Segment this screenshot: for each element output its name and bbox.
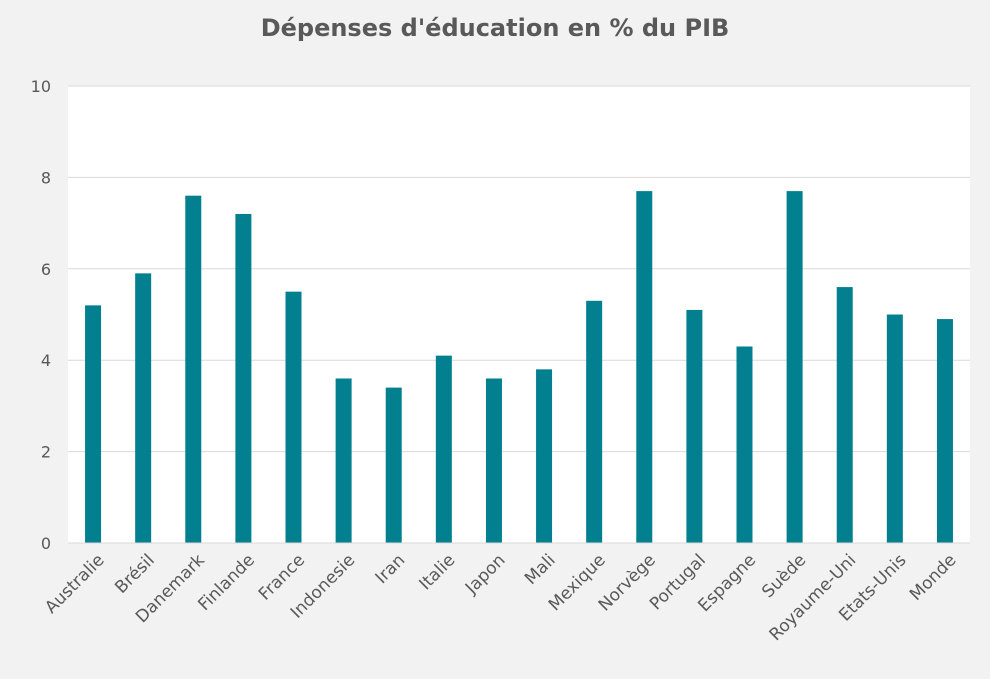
x-category-label: Australie: [41, 550, 108, 617]
bar-portugal: [686, 309, 703, 543]
bar-indonesie: [335, 378, 352, 543]
chart-title: Dépenses d'éducation en % du PIB: [260, 14, 730, 42]
y-axis-ticks: 0 2 4 6 8 10: [31, 77, 51, 553]
bar-australie: [85, 305, 102, 543]
x-category-label: Brésil: [111, 550, 158, 597]
bar-espagne: [736, 346, 753, 543]
y-tick-label: 2: [41, 443, 51, 462]
bar-monde: [936, 319, 953, 543]
bar-japon: [485, 378, 502, 543]
x-category-label: Italie: [416, 550, 460, 594]
bar-mali: [536, 369, 553, 543]
bar-su-de: [786, 191, 803, 544]
x-category-label: Iran: [372, 550, 410, 588]
bar-royaume-uni: [836, 287, 853, 543]
bar-finlande: [235, 213, 252, 543]
x-category-label: Japon: [461, 550, 509, 598]
bars: [85, 191, 953, 544]
bar-etats-unis: [886, 314, 903, 543]
x-axis-labels: Australie BrésilDanemarkFinlandeFranceInd…: [41, 550, 960, 645]
bar-norv-ge: [636, 191, 653, 544]
y-tick-label: 4: [41, 351, 51, 370]
bar-danemark: [185, 195, 202, 543]
bar-iran: [385, 387, 402, 543]
y-tick-label: 8: [41, 168, 51, 187]
plot-area: [68, 86, 970, 543]
x-category-label: Mali: [521, 550, 560, 589]
x-category-label: Monde: [906, 550, 961, 605]
gridlines: [68, 85, 970, 453]
bar-france: [285, 291, 302, 543]
y-tick-label: 6: [41, 260, 51, 279]
bar-italie: [435, 355, 452, 543]
y-tick-label: 0: [41, 534, 51, 553]
bar-mexique: [586, 300, 603, 543]
bar-br-sil: [135, 273, 152, 543]
x-category-label: Royaume-Uni: [766, 550, 861, 645]
y-tick-label: 10: [31, 77, 51, 96]
